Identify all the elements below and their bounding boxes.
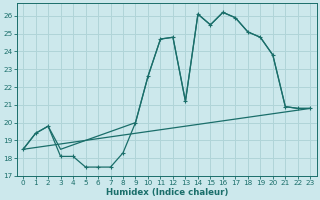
X-axis label: Humidex (Indice chaleur): Humidex (Indice chaleur) <box>106 188 228 197</box>
